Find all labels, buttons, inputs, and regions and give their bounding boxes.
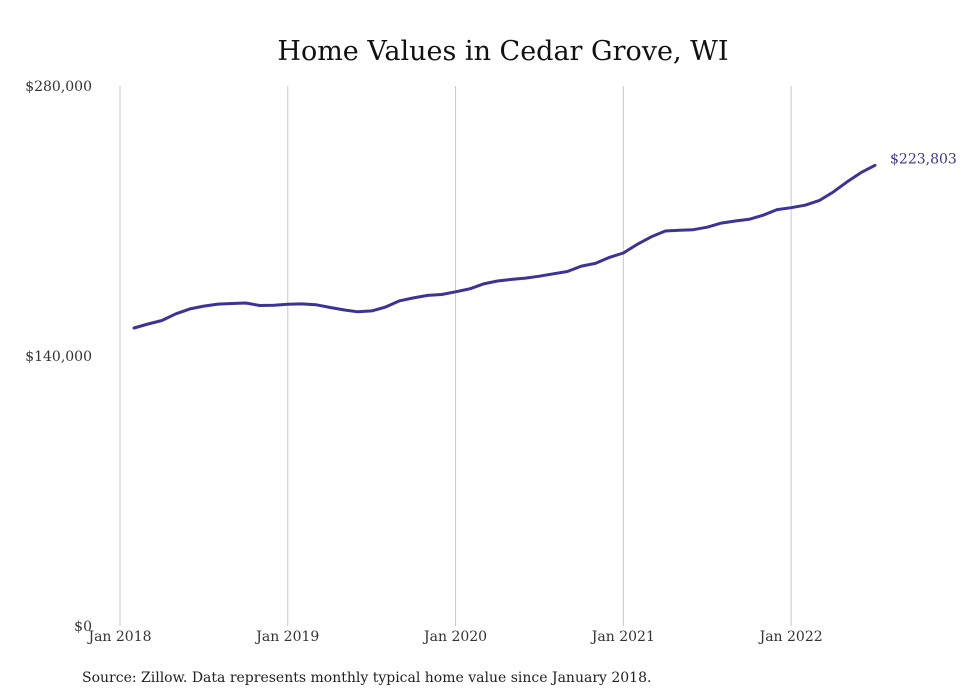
y-tick-label: $280,000: [25, 79, 92, 95]
x-tick-label: Jan 2021: [590, 629, 655, 645]
x-tick-label: Jan 2020: [422, 629, 487, 645]
source-note: Source: Zillow. Data represents monthly …: [82, 670, 651, 686]
series-line: [132, 163, 877, 330]
series-layer: [132, 163, 877, 330]
x-axis-ticks: Jan 2018 Jan 2019 Jan 2020 Jan 2021 Jan 2022: [86, 629, 822, 645]
end-value-label: $223,803: [890, 151, 957, 167]
y-tick-label: $0: [74, 619, 92, 635]
x-tick-label: Jan 2019: [254, 629, 319, 645]
y-tick-label: $140,000: [25, 349, 92, 365]
x-tick-label: Jan 2018: [86, 629, 151, 645]
y-axis-ticks: $0 $140,000 $280,000: [25, 79, 92, 635]
gridlines: [119, 86, 792, 626]
chart-title: Home Values in Cedar Grove, WI: [277, 36, 728, 67]
x-tick-label: Jan 2022: [758, 629, 823, 645]
